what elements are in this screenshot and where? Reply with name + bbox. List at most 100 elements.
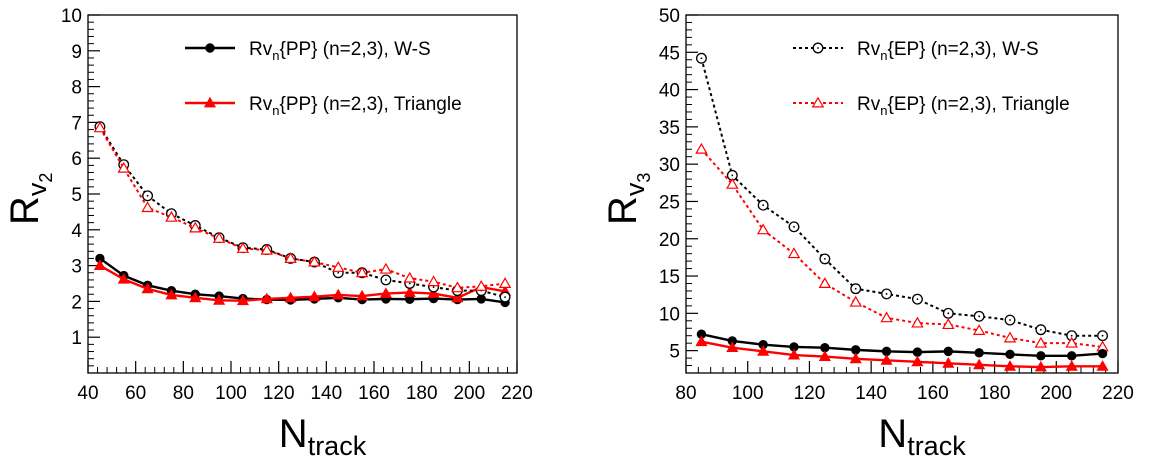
y-tick-label: 3 xyxy=(71,257,82,278)
y-axis-title: Rv3 xyxy=(601,173,654,225)
data-point xyxy=(189,291,202,303)
legend-label-sub: n xyxy=(272,48,279,63)
data-point-dot xyxy=(408,282,411,285)
data-point-dot xyxy=(978,315,981,318)
series-line xyxy=(99,264,506,302)
data-point xyxy=(849,295,862,307)
series-line xyxy=(700,148,1103,348)
x-tick-label: 140 xyxy=(310,383,342,404)
x-tick-label: 40 xyxy=(77,383,98,404)
x-tick-label: 80 xyxy=(675,383,696,404)
data-point xyxy=(165,210,178,222)
x-tick-label: 160 xyxy=(917,383,949,404)
data-point xyxy=(117,161,130,173)
series-2 xyxy=(695,142,1109,352)
y-tick-label: 20 xyxy=(659,230,680,251)
series-2 xyxy=(93,259,512,306)
data-point xyxy=(427,287,440,298)
legend-label-sub: n xyxy=(880,103,887,118)
x-axis-title-sub: track xyxy=(308,431,367,461)
data-point xyxy=(141,282,154,294)
data-point xyxy=(284,252,297,263)
data-point xyxy=(308,290,321,302)
data-point xyxy=(1003,360,1017,371)
y-tick-label: 9 xyxy=(71,42,82,63)
legend-label: Rvn{PP} (n=2,3), W-S xyxy=(249,39,431,63)
data-point xyxy=(451,281,464,293)
legend-label-rest: {PP} (n=2,3), W-S xyxy=(279,39,430,60)
series-3 xyxy=(696,329,1108,361)
data-point xyxy=(726,341,739,353)
data-point-dot xyxy=(385,279,387,281)
data-point xyxy=(756,223,770,235)
data-point xyxy=(379,262,393,274)
y-tick-label: 5 xyxy=(669,342,680,363)
data-point xyxy=(212,231,226,243)
x-tick-label: 100 xyxy=(215,383,247,404)
data-point xyxy=(1067,351,1077,361)
x-tick-label: 60 xyxy=(125,383,146,404)
y-tick-label: 2 xyxy=(71,292,82,313)
x-axis-title-main: N xyxy=(279,412,308,456)
y-tick-label: 4 xyxy=(71,221,82,242)
data-point xyxy=(117,272,130,284)
y-tick-label: 5 xyxy=(71,185,82,206)
legend-label-main: Rv xyxy=(857,39,881,60)
y-axis-title: Rv2 xyxy=(3,173,56,225)
data-point xyxy=(308,255,321,267)
legend-label-rest: {EP} (n=2,3), W-S xyxy=(887,39,1038,60)
data-point xyxy=(695,335,708,347)
data-point xyxy=(332,260,345,272)
y-axis-title-main: R xyxy=(3,196,47,225)
data-point-dot xyxy=(731,174,734,177)
data-point xyxy=(236,242,250,253)
x-tick-label: 100 xyxy=(732,383,764,404)
data-point xyxy=(880,354,893,365)
y-tick-label: 8 xyxy=(71,78,82,99)
x-tick-label: 200 xyxy=(1040,383,1072,404)
y-tick-label: 25 xyxy=(659,192,680,213)
data-point xyxy=(912,347,923,357)
data-point xyxy=(972,324,986,335)
data-point-dot xyxy=(146,194,149,197)
data-point xyxy=(141,201,154,213)
data-point xyxy=(260,292,273,304)
data-point xyxy=(403,286,416,297)
chart-panel-1: 40 60 80 100 120 140 160 180 200 220 1 2 3 4 5 6 7 8 9 10 Nt… xyxy=(3,6,533,461)
data-point-dot xyxy=(1070,334,1073,337)
x-tick-label: 220 xyxy=(1102,383,1134,404)
data-point xyxy=(943,346,953,357)
data-point-dot xyxy=(823,257,826,260)
data-point xyxy=(260,243,273,255)
data-point xyxy=(427,275,440,287)
y-axis-title-sub: v xyxy=(22,182,52,196)
x-tick-label: 120 xyxy=(794,383,826,404)
legend-marker xyxy=(811,96,825,108)
series-line xyxy=(99,126,506,299)
x-tick-label: 160 xyxy=(358,383,390,404)
data-point xyxy=(236,294,249,306)
data-point-dot xyxy=(947,312,950,315)
series-4 xyxy=(93,121,512,293)
data-point xyxy=(726,177,739,189)
legend-label-sub: n xyxy=(880,48,887,63)
data-point-dot xyxy=(504,296,506,299)
legend-label-main: Rv xyxy=(857,94,881,115)
data-point xyxy=(403,271,416,283)
series-1 xyxy=(695,52,1109,342)
y-tick-label: 15 xyxy=(659,267,680,288)
data-point xyxy=(1034,360,1047,372)
data-point xyxy=(1005,349,1015,360)
data-point-dot xyxy=(885,293,888,295)
legend-label: Rvn{EP} (n=2,3), W-S xyxy=(857,39,1039,63)
x-tick-label: 140 xyxy=(855,383,887,404)
data-point xyxy=(379,287,392,298)
data-point xyxy=(93,121,107,133)
data-point xyxy=(332,288,345,300)
data-point xyxy=(165,288,178,300)
legend-marker xyxy=(203,96,217,108)
x-axis-title: Ntrack xyxy=(279,412,367,461)
plot-frame xyxy=(685,14,1119,374)
y-tick-label: 30 xyxy=(659,155,680,176)
